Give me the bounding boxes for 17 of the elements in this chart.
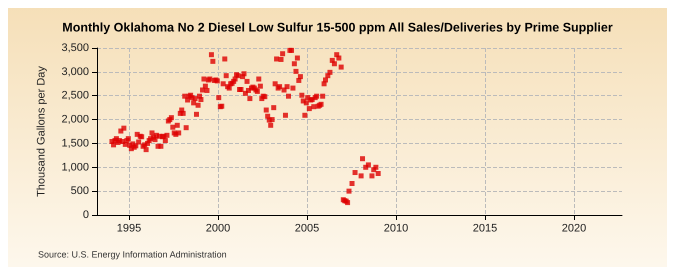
- y-axis-title: Thousand Gallons per Day: [36, 66, 48, 197]
- x-tick-label: 2000: [206, 222, 230, 234]
- y-tick-label: 2,500: [61, 90, 89, 102]
- chart-title: Monthly Oklahoma No 2 Diesel Low Sulfur 15-500 ppm All Sales/Deliveries by Prime Supplier: [62, 20, 613, 34]
- x-tick-label: 2010: [384, 222, 408, 234]
- x-tick-label: 2020: [562, 222, 586, 234]
- y-tick-label: 1,500: [61, 137, 89, 150]
- y-tick-label: 1,000: [61, 161, 89, 174]
- y-tick-label: 3,500: [61, 42, 89, 54]
- source-note: Source: U.S. Energy Information Administration: [38, 250, 227, 260]
- x-tick-label: 2005: [294, 222, 320, 234]
- y-tick-label: 0: [82, 209, 89, 221]
- y-tick-label: 2,000: [61, 114, 89, 126]
- x-tick-label: 1995: [116, 222, 142, 234]
- y-tick-label: 3,000: [61, 66, 89, 78]
- y-tick-label: 500: [70, 185, 89, 198]
- x-tick-label: 2015: [472, 222, 498, 234]
